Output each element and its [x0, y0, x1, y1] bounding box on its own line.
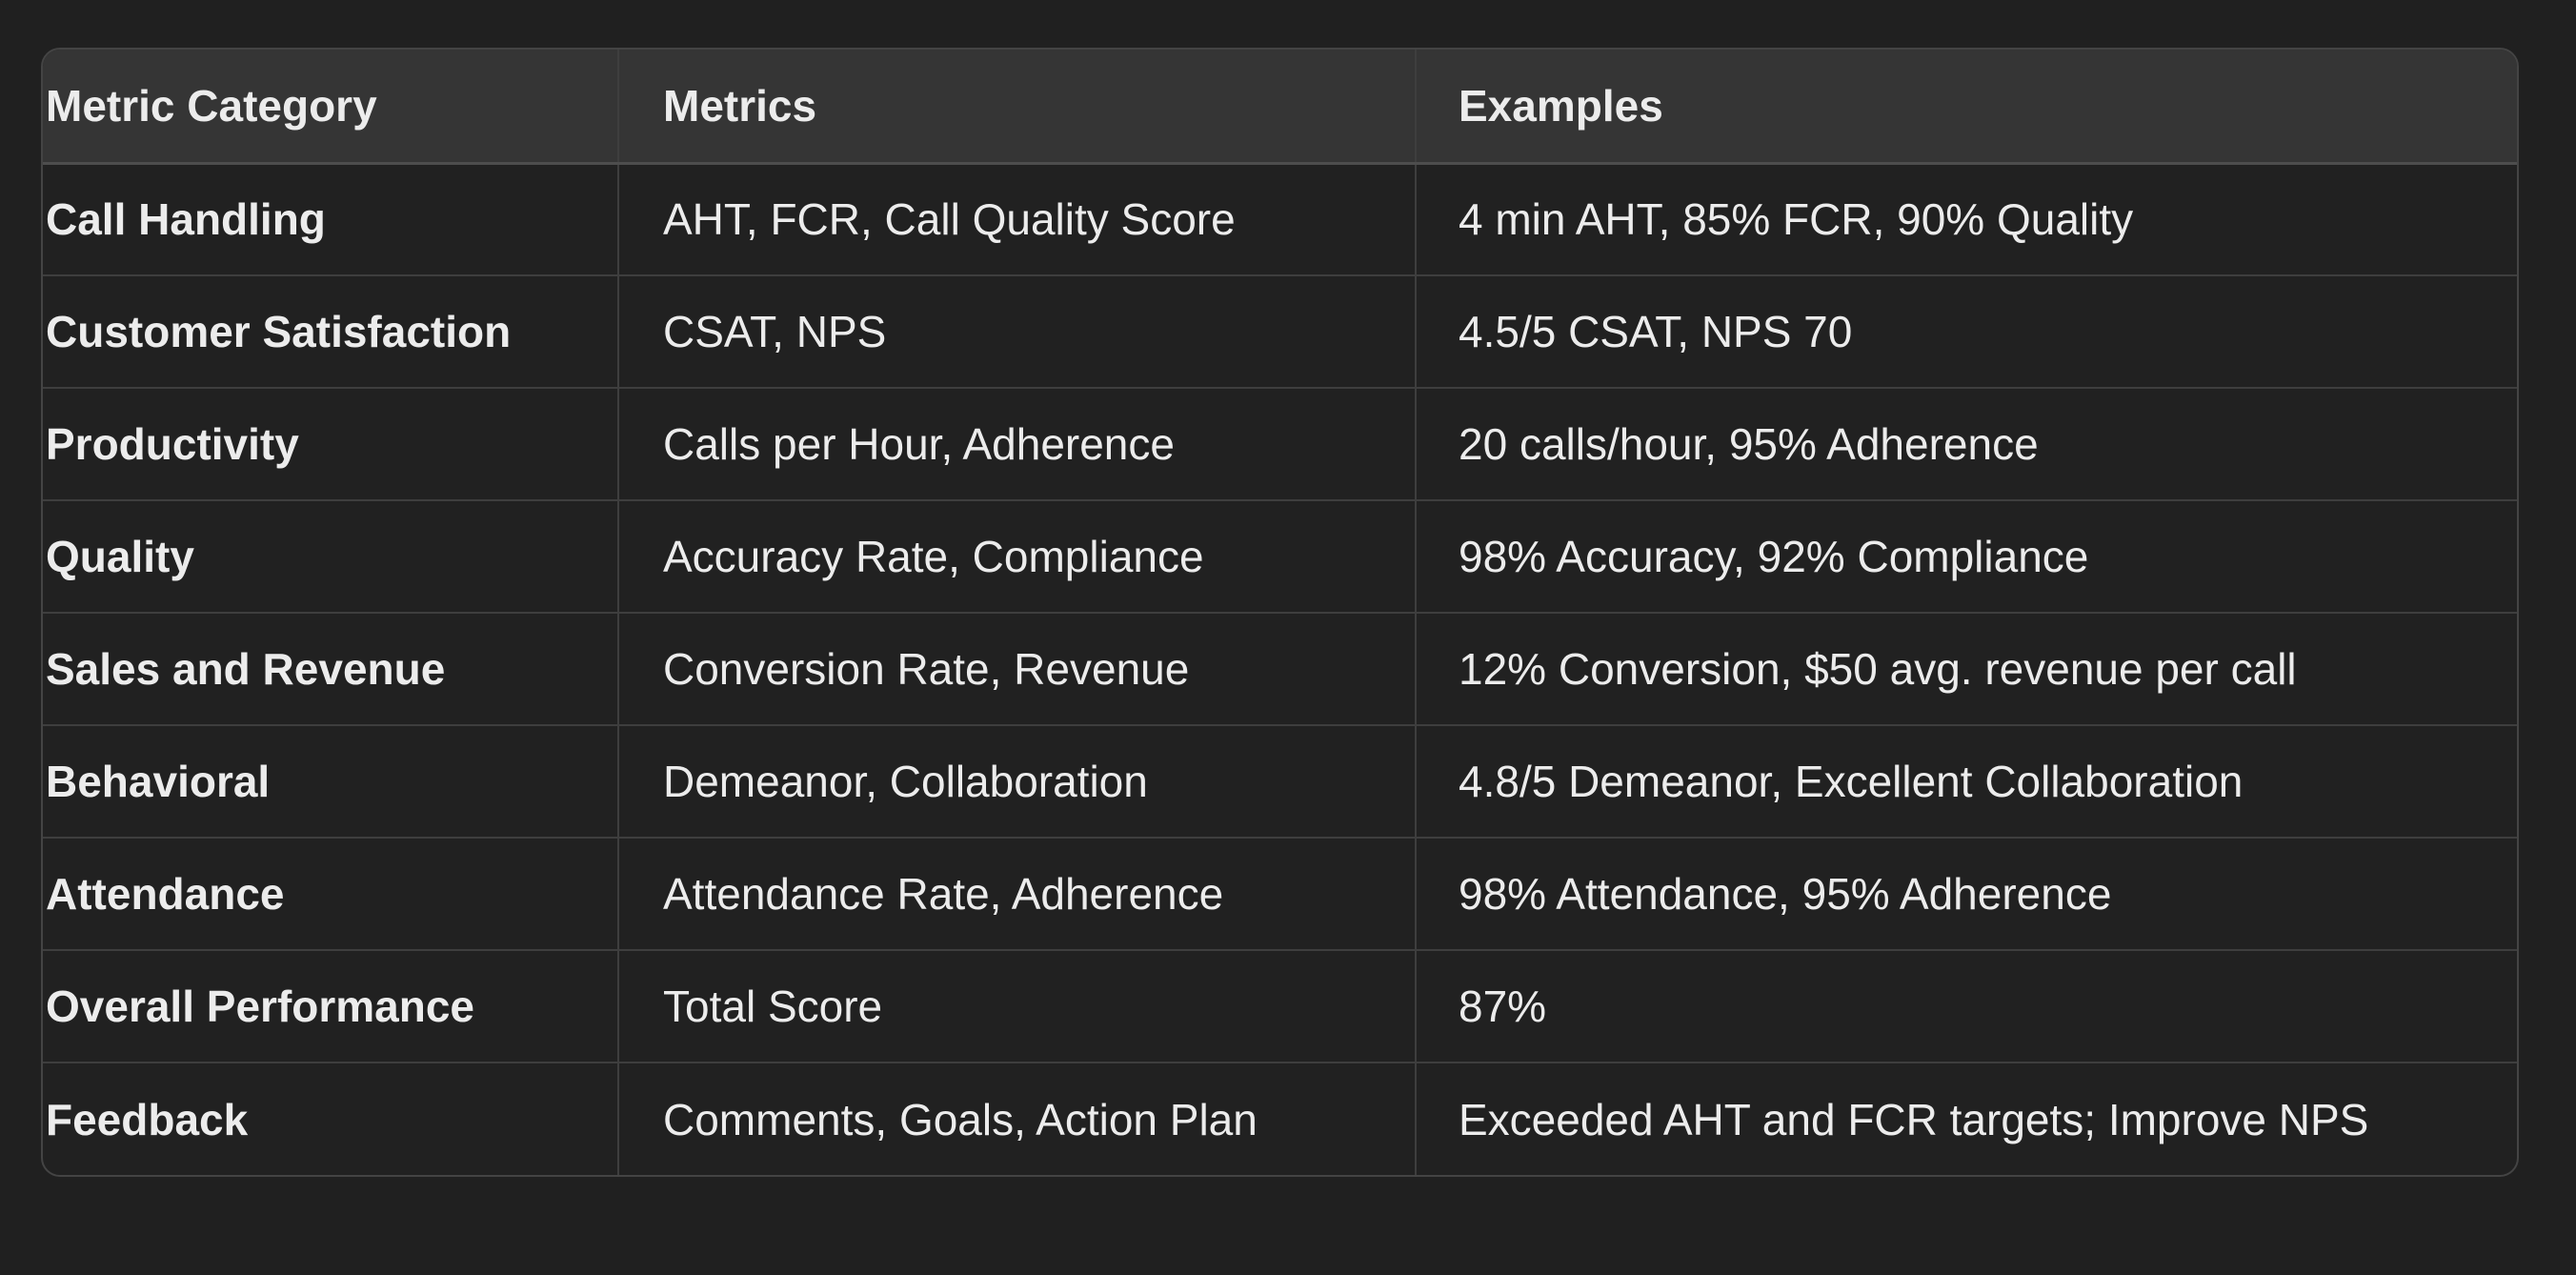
cell-category: Behavioral	[43, 724, 618, 838]
table-row: Attendance Attendance Rate, Adherence 98…	[43, 837, 2517, 950]
table-header: Metric Category Metrics Examples	[43, 50, 2517, 165]
cell-examples: 98% Accuracy, 92% Compliance	[1415, 499, 2517, 613]
cell-examples: 4.8/5 Demeanor, Excellent Collaboration	[1415, 724, 2517, 838]
metrics-table: Metric Category Metrics Examples Call Ha…	[43, 50, 2517, 1175]
cell-metrics: Comments, Goals, Action Plan	[617, 1062, 1416, 1175]
table-row: Behavioral Demeanor, Collaboration 4.8/5…	[43, 724, 2517, 838]
cell-category: Attendance	[43, 837, 618, 950]
header-examples: Examples	[1415, 50, 2517, 165]
table-body: Call Handling AHT, FCR, Call Quality Sco…	[43, 163, 2517, 1175]
cell-category: Customer Satisfaction	[43, 274, 618, 388]
cell-examples: 98% Attendance, 95% Adherence	[1415, 837, 2517, 950]
cell-metrics: Demeanor, Collaboration	[617, 724, 1416, 838]
cell-metrics: Attendance Rate, Adherence	[617, 837, 1416, 950]
cell-metrics: Conversion Rate, Revenue	[617, 612, 1416, 725]
header-metric-category: Metric Category	[43, 50, 618, 165]
cell-examples: 12% Conversion, $50 avg. revenue per cal…	[1415, 612, 2517, 725]
header-metrics: Metrics	[617, 50, 1416, 165]
cell-metrics: AHT, FCR, Call Quality Score	[617, 163, 1416, 275]
cell-examples: 4 min AHT, 85% FCR, 90% Quality	[1415, 163, 2517, 275]
cell-category: Overall Performance	[43, 949, 618, 1062]
cell-category: Productivity	[43, 387, 618, 500]
cell-category: Sales and Revenue	[43, 612, 618, 725]
metrics-table-container: Metric Category Metrics Examples Call Ha…	[41, 48, 2519, 1177]
header-row: Metric Category Metrics Examples	[43, 50, 2517, 165]
table-row: Overall Performance Total Score 87%	[43, 949, 2517, 1062]
cell-metrics: Accuracy Rate, Compliance	[617, 499, 1416, 613]
cell-category: Feedback	[43, 1062, 618, 1175]
table-row: Call Handling AHT, FCR, Call Quality Sco…	[43, 163, 2517, 275]
cell-metrics: CSAT, NPS	[617, 274, 1416, 388]
table-row: Productivity Calls per Hour, Adherence 2…	[43, 387, 2517, 500]
cell-examples: 87%	[1415, 949, 2517, 1062]
cell-category: Call Handling	[46, 194, 326, 245]
table-row: Sales and Revenue Conversion Rate, Reven…	[43, 612, 2517, 725]
table-row: Quality Accuracy Rate, Compliance 98% Ac…	[43, 499, 2517, 613]
cell-metrics: Total Score	[617, 949, 1416, 1062]
cell-examples: 4.5/5 CSAT, NPS 70	[1415, 274, 2517, 388]
cell-examples: Exceeded AHT and FCR targets; Improve NP…	[1415, 1062, 2517, 1175]
cell-examples: 20 calls/hour, 95% Adherence	[1415, 387, 2517, 500]
table-row: Feedback Comments, Goals, Action Plan Ex…	[43, 1062, 2517, 1175]
cell-metrics: Calls per Hour, Adherence	[617, 387, 1416, 500]
table-row: Customer Satisfaction CSAT, NPS 4.5/5 CS…	[43, 274, 2517, 388]
cell-category: Quality	[43, 499, 618, 613]
